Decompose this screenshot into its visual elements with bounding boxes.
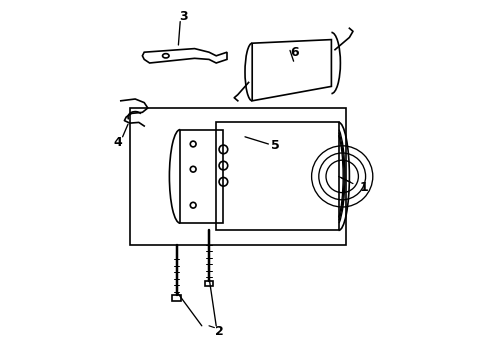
Bar bbox=[205, 281, 213, 286]
Text: 1: 1 bbox=[360, 181, 368, 194]
Bar bbox=[216, 122, 339, 230]
Text: 6: 6 bbox=[291, 46, 299, 59]
Text: 3: 3 bbox=[179, 10, 188, 23]
Text: 5: 5 bbox=[271, 139, 280, 152]
Text: 2: 2 bbox=[216, 325, 224, 338]
Text: 4: 4 bbox=[114, 136, 122, 149]
Bar bbox=[172, 295, 181, 301]
Bar bbox=[180, 130, 223, 223]
Bar bbox=[130, 108, 346, 245]
